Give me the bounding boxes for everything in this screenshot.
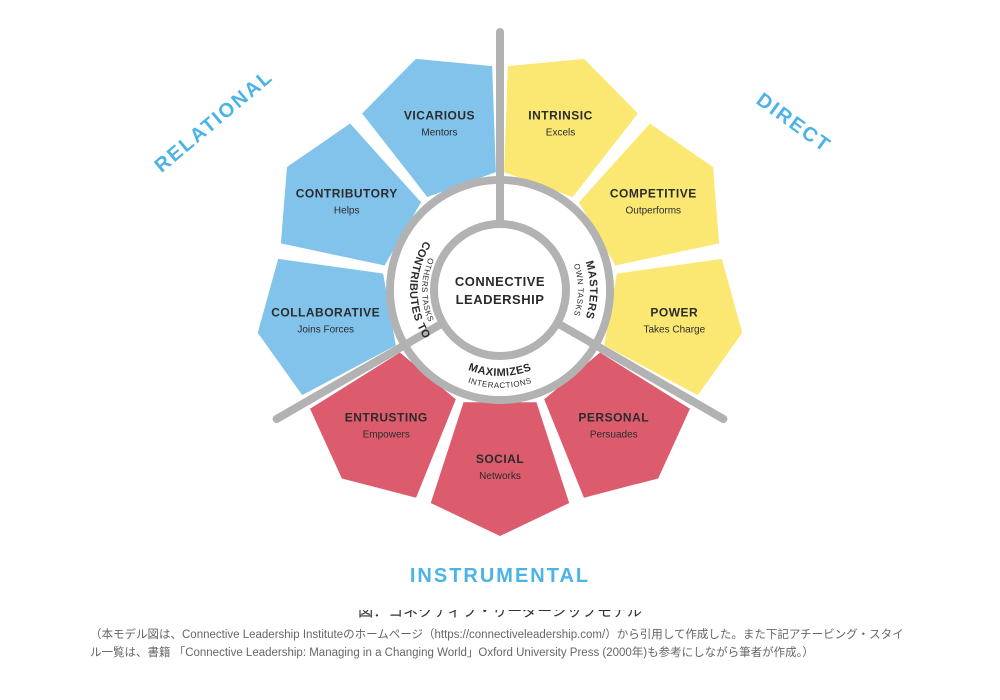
- petal-title: SOCIAL: [476, 452, 524, 466]
- petal-subtitle: Empowers: [363, 430, 410, 441]
- petal-title: INTRINSIC: [528, 109, 593, 123]
- petal-title: VICARIOUS: [404, 109, 475, 123]
- petal-title: CONTRIBUTORY: [296, 187, 398, 201]
- domain-label-instrumental: INSTRUMENTAL: [410, 565, 590, 587]
- petal-subtitle: Mentors: [421, 128, 457, 139]
- leadership-diagram: INTRINSIC Excels COMPETITIVE Outperforms POW…: [0, 0, 1000, 610]
- petal-subtitle: Takes Charge: [643, 325, 705, 336]
- petal-subtitle: Joins Forces: [297, 325, 354, 336]
- figure-citation: （本モデル図は、Connective Leadership Instituteの…: [90, 627, 910, 663]
- petal-title: ENTRUSTING: [345, 411, 428, 425]
- petal-title: PERSONAL: [578, 411, 649, 425]
- petal-subtitle: Excels: [546, 128, 575, 139]
- center-line2: LEADERSHIP: [456, 292, 545, 307]
- petal-subtitle: Outperforms: [625, 206, 681, 217]
- inner-circle: [434, 224, 566, 356]
- center-line1: CONNECTIVE: [455, 274, 545, 289]
- petal-title: COLLABORATIVE: [271, 306, 380, 320]
- petal-subtitle: Persuades: [590, 430, 638, 441]
- petal-subtitle: Helps: [334, 206, 360, 217]
- petal-title: POWER: [650, 306, 698, 320]
- petal-title: COMPETITIVE: [610, 187, 697, 201]
- diagram-container: INTRINSIC Excels COMPETITIVE Outperforms POW…: [0, 0, 1000, 610]
- petal-subtitle: Networks: [479, 471, 521, 482]
